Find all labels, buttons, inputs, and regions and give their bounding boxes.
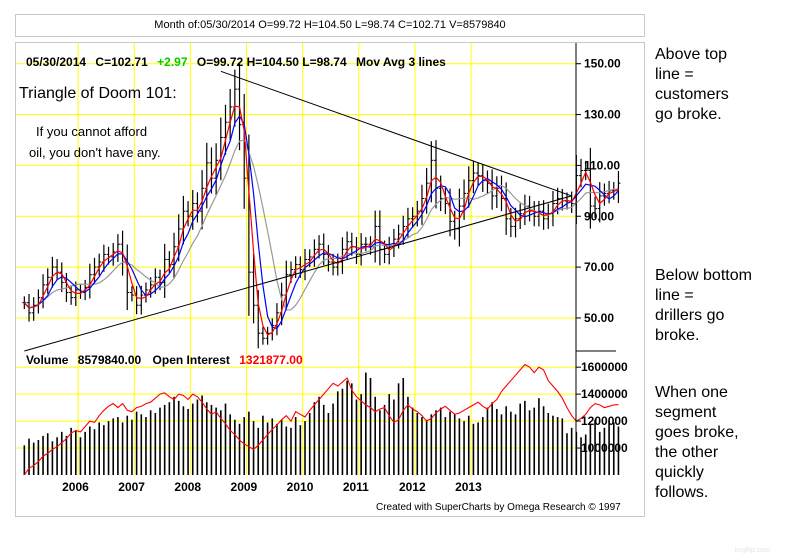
year-tick-label: 2009: [231, 480, 258, 494]
note-below-bottom-line: Below bottom line = drillers go broke.: [655, 266, 795, 346]
trendline-layer: [24, 70, 572, 352]
year-tick-label: 2008: [174, 480, 201, 494]
volume-label: Volume: [26, 353, 69, 367]
year-tick-label: 2011: [343, 480, 369, 494]
note-line: drillers go: [655, 307, 725, 324]
header-indicator: Mov Avg 3 lines: [356, 55, 446, 69]
volume-tick-label: 1000000: [581, 441, 628, 455]
note-above-top-line: Above top line = customers go broke.: [655, 45, 765, 125]
note-line: quickly: [655, 464, 704, 481]
chart-svg: 50.00 70.00 90.00 110.00 130.00 150.00 1000000…: [16, 43, 628, 513]
year-tick-label: 2010: [287, 480, 314, 494]
year-tick-label: 2013: [455, 480, 482, 494]
credit-text: Created with SuperCharts by Omega Resear…: [376, 502, 621, 513]
note-line: Below bottom: [655, 267, 752, 284]
moving-average-slow: [23, 139, 619, 311]
note-line: line =: [655, 66, 694, 83]
header-ohl: O=99.72 H=104.50 L=98.74: [197, 55, 347, 69]
watermark: imgflip.com: [734, 547, 770, 554]
year-tick-label: 2006: [62, 480, 89, 494]
price-tick-label: 50.00: [584, 311, 614, 325]
year-tick-label: 2007: [118, 480, 145, 494]
note-line: follows.: [655, 484, 709, 501]
price-header: 05/30/2014 C=102.71 +2.97 O=99.72 H=104.…: [26, 55, 446, 69]
volume-tick-label: 1600000: [581, 360, 628, 374]
note-line: customers: [655, 86, 729, 103]
grid-layer: [16, 43, 576, 475]
note-segment-broke: When one segment goes broke, the other q…: [655, 383, 785, 503]
oi-label: Open Interest: [153, 353, 230, 367]
price-tick-label: 130.00: [584, 108, 621, 122]
header-close: C=102.71: [95, 55, 148, 69]
moving-average-layer: [23, 105, 619, 336]
volume-tick-label: 1400000: [581, 387, 628, 401]
note-line: line =: [655, 287, 694, 304]
open-interest-line: [23, 363, 619, 476]
note-line: When one: [655, 384, 728, 401]
header-date: 05/30/2014: [26, 55, 86, 69]
header-change: +2.97: [157, 55, 188, 69]
info-bar: Month of:05/30/2014 O=99.72 H=104.50 L=9…: [15, 14, 645, 37]
triangle-title: Triangle of Doom 101:: [19, 85, 177, 102]
volume-value: 8579840.00: [78, 353, 142, 367]
price-tick-label: 110.00: [584, 158, 620, 172]
price-tick-label: 90.00: [584, 209, 614, 223]
note-line: segment: [655, 404, 717, 421]
price-tick-label: 150.00: [584, 57, 621, 71]
info-bar-text: Month of:05/30/2014 O=99.72 H=104.50 L=9…: [154, 19, 506, 31]
price-bars-layer: [22, 63, 621, 349]
moving-average-fast: [23, 105, 619, 336]
trendline-upper: [220, 70, 572, 197]
axis-layer: 50.00 70.00 90.00 110.00 130.00 150.00 1000000…: [62, 43, 628, 494]
trendline-lower: [24, 195, 572, 352]
oi-value: 1321877.00: [239, 353, 303, 367]
volume-bars-layer: [23, 372, 620, 475]
note-line: the other: [655, 444, 719, 461]
note-line: Above top: [655, 46, 728, 63]
note-line: go broke.: [655, 106, 722, 123]
year-tick-label: 2012: [399, 480, 426, 494]
note-line: broke.: [655, 327, 700, 344]
note-line: goes broke,: [655, 424, 739, 441]
chart-frame: 50.00 70.00 90.00 110.00 130.00 150.00 1000000…: [15, 42, 645, 517]
price-tick-label: 70.00: [584, 260, 614, 274]
note-line-2: oil, you don't have any.: [29, 145, 161, 160]
volume-header: Volume 8579840.00 Open Interest 1321877.…: [26, 353, 303, 367]
open-interest-layer: [23, 363, 619, 476]
note-line-1: If you cannot afford: [36, 124, 147, 139]
volume-tick-label: 1200000: [581, 414, 628, 428]
